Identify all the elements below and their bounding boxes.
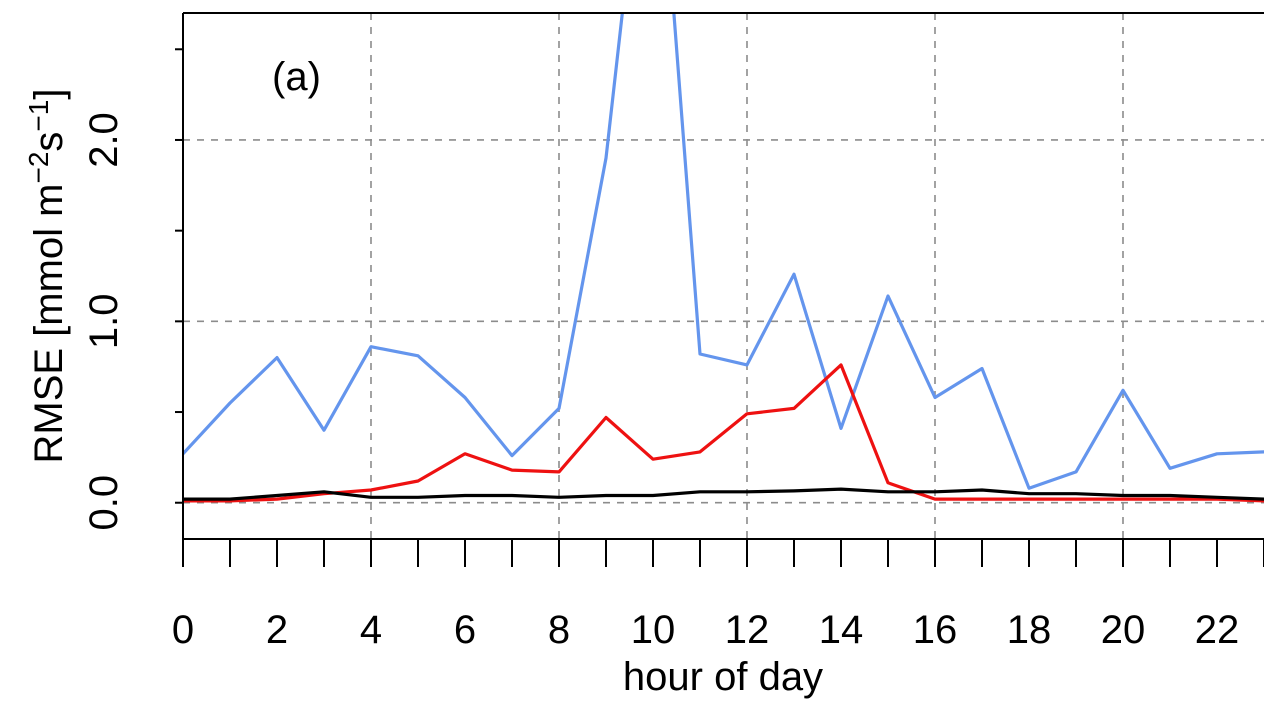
- x-tick-label: 4: [360, 608, 382, 652]
- x-tick-label: 16: [913, 608, 958, 652]
- x-tick-label: 22: [1195, 608, 1240, 652]
- x-tick-label: 10: [631, 608, 676, 652]
- y-axis-title: RMSE [mmol m−2s−1]: [23, 89, 71, 464]
- axes: [175, 12, 1264, 567]
- x-tick-label: 8: [548, 608, 570, 652]
- y-axis-title-exp1: −2: [23, 152, 54, 184]
- x-tick-label: 14: [819, 608, 864, 652]
- x-tick-label: 20: [1101, 608, 1146, 652]
- panel-label: (a): [272, 55, 321, 99]
- series-line-1: [183, 13, 1264, 490]
- grid-lines: [182, 13, 1264, 539]
- y-axis-title-exp2: −1: [23, 100, 54, 132]
- y-axis-title-mid: s: [27, 132, 71, 152]
- y-tick-label: 1.0: [82, 293, 126, 349]
- y-tick-label: 2.0: [82, 112, 126, 168]
- y-axis-title-main: RMSE [mmol m: [27, 184, 71, 464]
- data-series: [183, 13, 1264, 503]
- x-tick-label: 6: [454, 608, 476, 652]
- x-tick-label: 2: [266, 608, 288, 652]
- series-line-3: [183, 487, 1264, 501]
- y-tick-label: 0.0: [82, 475, 126, 531]
- series-line-2: [183, 363, 1264, 503]
- x-tick-label: 18: [1007, 608, 1052, 652]
- x-tick-label: 12: [725, 608, 770, 652]
- x-axis-title: hour of day: [623, 655, 823, 699]
- tick-labels: 0 2 4 6 8 10 12 14 16 18 20 22 0.0 1.0 2.0: [82, 112, 1239, 652]
- y-axis-title-close: ]: [27, 89, 71, 100]
- x-tick-label: 0: [172, 608, 194, 652]
